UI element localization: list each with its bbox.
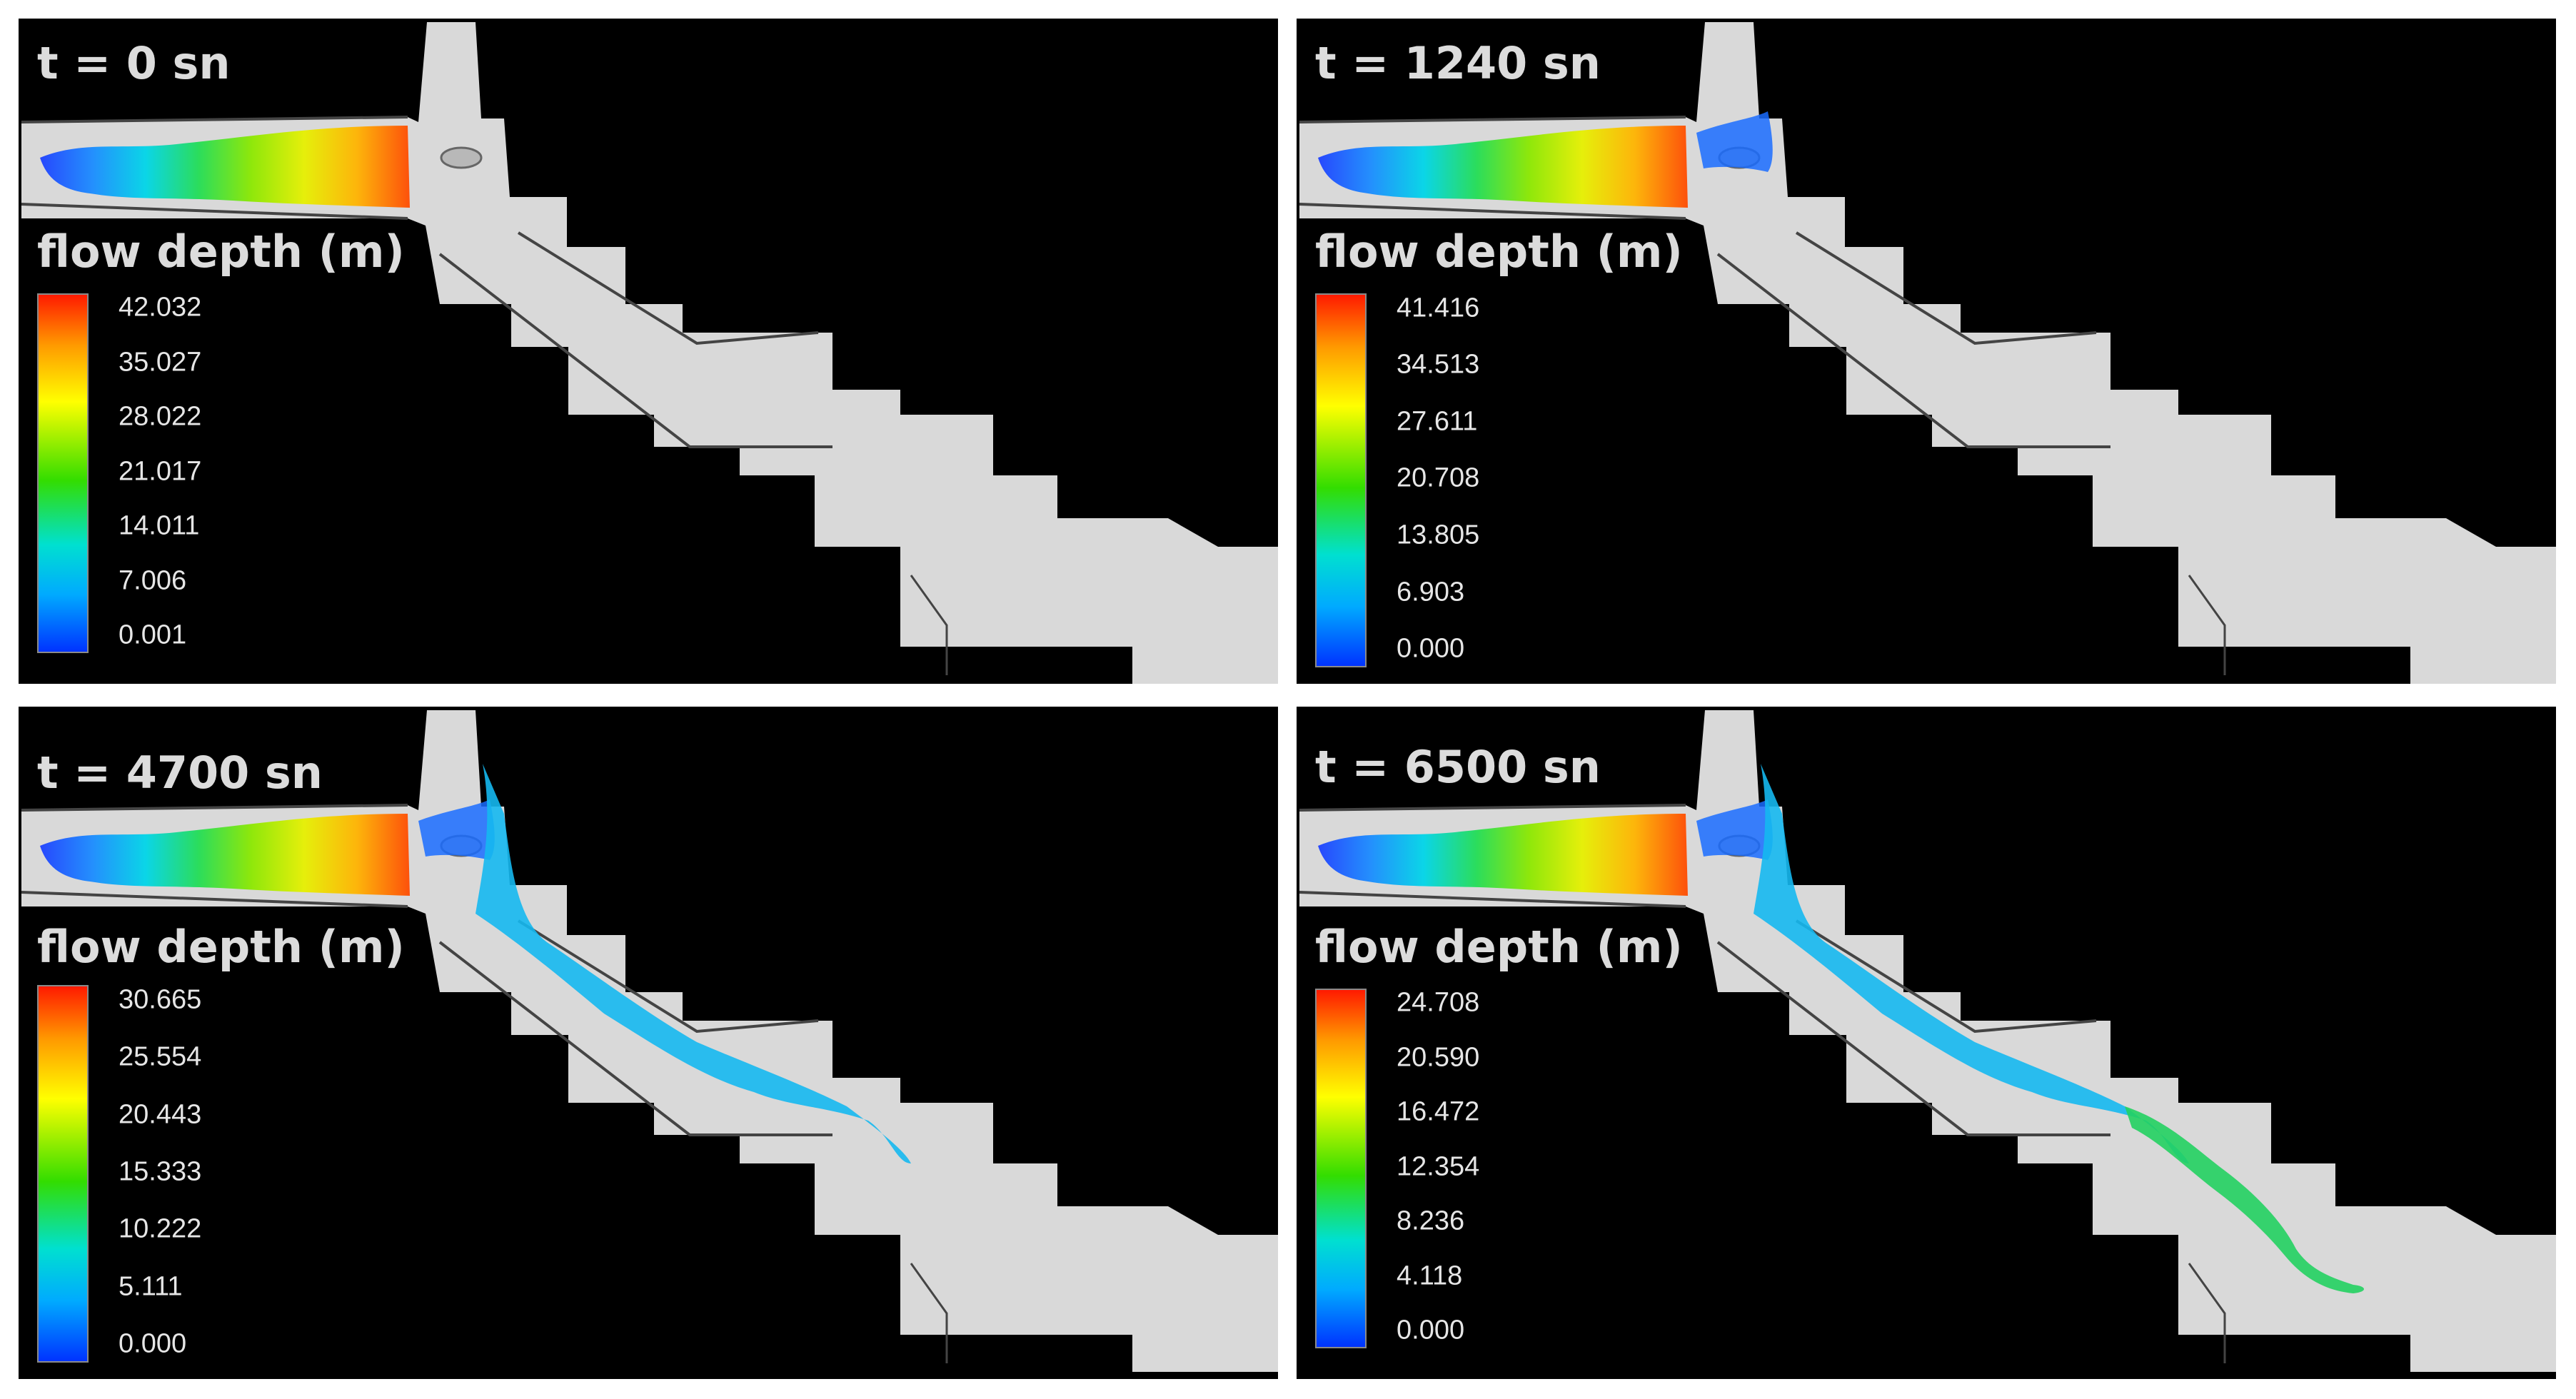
tick-label: 8.236: [1397, 1206, 1465, 1236]
boundary-line: [21, 891, 408, 908]
colorbar: [37, 293, 89, 653]
boundary-line: [2188, 1263, 2226, 1363]
boundary-line: [910, 1263, 948, 1363]
flood-extent: [1696, 799, 1773, 860]
boundary-line: [21, 116, 408, 123]
time-label: t = 0 sn: [37, 37, 231, 89]
time-label: t = 4700 sn: [37, 747, 323, 799]
tick-label: 6.903: [1397, 577, 1465, 607]
terrain-map: [1299, 710, 2556, 1372]
tick-label: 25.554: [119, 1041, 202, 1072]
flood-extent: [1318, 126, 1688, 208]
tick-label: 4.118: [1397, 1261, 1463, 1291]
terrain-domain: [21, 22, 1278, 684]
panel-t1240: t = 1240 sn flow depth (m) 41.416 34.513…: [1297, 19, 2556, 684]
tick-label: 24.708: [1397, 987, 1480, 1018]
flood-extent: [2125, 1106, 2364, 1293]
panel-t4700: t = 4700 sn flow depth (m) 30.665 25.554…: [19, 707, 1278, 1379]
boundary-line: [1716, 253, 2110, 448]
terrain-map: [21, 710, 1278, 1372]
tick-label: 12.354: [1397, 1151, 1480, 1181]
boundary-line: [1795, 919, 2097, 1034]
time-label: t = 6500 sn: [1315, 741, 1601, 793]
terrain-domain: [1299, 22, 2556, 684]
tick-label: 35.027: [119, 347, 202, 377]
tick-label: 0.000: [119, 1328, 187, 1359]
boundary-line: [1299, 116, 1686, 123]
boundary-line: [1299, 804, 1686, 812]
tick-label: 0.001: [119, 620, 187, 650]
flood-extent: [1754, 764, 2189, 1163]
tick-label: 20.443: [119, 1099, 202, 1130]
colorbar: [37, 985, 89, 1363]
terrain-map: [1299, 22, 2556, 684]
tick-label: 16.472: [1397, 1096, 1480, 1127]
boundary-line: [438, 253, 832, 448]
flood-extent: [418, 799, 495, 860]
panel-t6500: t = 6500 sn flow depth (m) 24.708 20.590…: [1297, 707, 2556, 1379]
flood-extent: [1318, 814, 1688, 896]
flood-extent: [40, 814, 410, 896]
time-label: t = 1240 sn: [1315, 37, 1601, 89]
legend-title: flow depth (m): [1315, 921, 1683, 973]
flood-extent: [1696, 111, 1773, 172]
tick-label: 13.805: [1397, 520, 1480, 550]
panel-t0: t = 0 sn flow depth (m) 42.032 35.027 28…: [19, 19, 1278, 684]
legend-title: flow depth (m): [37, 921, 405, 973]
boundary-line: [517, 231, 819, 345]
boundary-line: [517, 919, 819, 1034]
tick-label: 14.011: [119, 510, 200, 541]
tick-label: 30.665: [119, 984, 202, 1015]
tick-label: 0.000: [1397, 1315, 1465, 1345]
tick-label: 34.513: [1397, 349, 1480, 380]
boundary-line: [2188, 575, 2226, 675]
tick-label: 28.022: [119, 401, 202, 432]
tick-label: 0.000: [1397, 633, 1465, 664]
legend-title: flow depth (m): [1315, 226, 1683, 278]
boundary-line: [1299, 203, 1686, 220]
boundary-line: [1795, 231, 2097, 345]
tick-label: 20.708: [1397, 463, 1480, 493]
tick-label: 20.590: [1397, 1042, 1480, 1072]
flood-extent: [476, 764, 911, 1163]
dam-structure: [440, 146, 483, 169]
colorbar: [1315, 293, 1367, 667]
terrain-map: [21, 22, 1278, 684]
colorbar: [1315, 989, 1367, 1348]
tick-label: 41.416: [1397, 293, 1480, 323]
tick-label: 15.333: [119, 1156, 202, 1187]
tick-label: 21.017: [119, 456, 202, 486]
tick-label: 7.006: [119, 565, 187, 595]
tick-label: 27.611: [1397, 406, 1478, 437]
boundary-line: [910, 575, 948, 675]
boundary-line: [1716, 941, 2110, 1136]
boundary-line: [1299, 891, 1686, 908]
legend-title: flow depth (m): [37, 226, 405, 278]
boundary-line: [438, 941, 832, 1136]
tick-label: 5.111: [119, 1271, 183, 1302]
boundary-line: [21, 804, 408, 812]
flood-extent: [40, 126, 410, 208]
tick-label: 42.032: [119, 292, 202, 323]
tick-label: 10.222: [119, 1213, 202, 1244]
boundary-line: [21, 203, 408, 220]
